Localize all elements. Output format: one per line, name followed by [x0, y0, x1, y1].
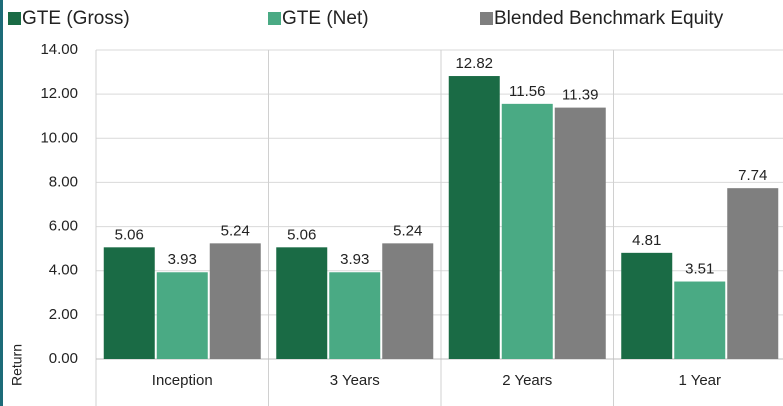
bar [554, 107, 606, 359]
legend-swatch [8, 12, 21, 25]
data-label: 3.93 [340, 251, 369, 268]
x-tick-label: 2 Years [502, 372, 552, 389]
y-tick-label: 0.00 [49, 350, 78, 367]
bar [448, 76, 500, 360]
data-label: 5.24 [393, 222, 422, 239]
bar [621, 252, 673, 359]
y-tick-label: 2.00 [49, 306, 78, 323]
bar [329, 272, 381, 359]
y-tick-label: 14.00 [40, 41, 78, 58]
data-label: 12.82 [455, 55, 493, 72]
y-tick-label: 4.00 [49, 262, 78, 279]
legend-label: GTE (Net) [282, 8, 369, 29]
y-tick-label: 8.00 [49, 173, 78, 190]
data-label: 3.51 [685, 260, 714, 277]
bar [501, 103, 553, 360]
edge-strip [0, 0, 3, 406]
data-label: 11.56 [509, 83, 545, 100]
data-label: 4.81 [632, 232, 661, 249]
bar [209, 243, 261, 359]
x-tick-label: Inception [152, 372, 213, 389]
x-tick-label: 3 Years [330, 372, 380, 389]
legend-label: GTE (Gross) [22, 8, 130, 29]
bar [103, 247, 155, 359]
y-tick-label: 12.00 [40, 85, 78, 102]
y-tick-label: 6.00 [49, 218, 78, 235]
bar [382, 243, 434, 359]
legend-label: Blended Benchmark Equity [494, 8, 724, 29]
data-label: 11.39 [562, 87, 598, 104]
data-label: 3.93 [168, 251, 197, 268]
bar [276, 247, 328, 359]
y-tick-label: 10.00 [40, 129, 78, 146]
y-axis-label: Return [9, 344, 25, 386]
data-label: 5.06 [287, 226, 316, 243]
legend-swatch [268, 12, 281, 25]
data-label: 7.74 [738, 167, 767, 184]
legend-swatch [480, 12, 493, 25]
bar [727, 188, 779, 359]
x-tick-label: 1 Year [678, 372, 721, 389]
bar [674, 281, 726, 359]
data-label: 5.06 [115, 226, 144, 243]
bar [156, 272, 208, 359]
data-label: 5.24 [221, 222, 250, 239]
